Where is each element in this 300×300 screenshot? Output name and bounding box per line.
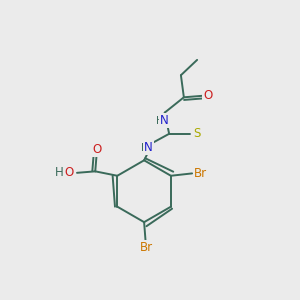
Text: Br: Br (194, 167, 207, 180)
Text: H: H (156, 116, 164, 126)
Text: O: O (203, 89, 213, 102)
Text: O: O (92, 143, 101, 156)
Text: N: N (160, 114, 169, 127)
Text: Br: Br (140, 241, 153, 254)
Text: H: H (55, 166, 64, 179)
Text: S: S (193, 127, 200, 140)
Text: H: H (141, 143, 148, 153)
Text: N: N (144, 141, 153, 154)
Text: O: O (64, 166, 74, 179)
